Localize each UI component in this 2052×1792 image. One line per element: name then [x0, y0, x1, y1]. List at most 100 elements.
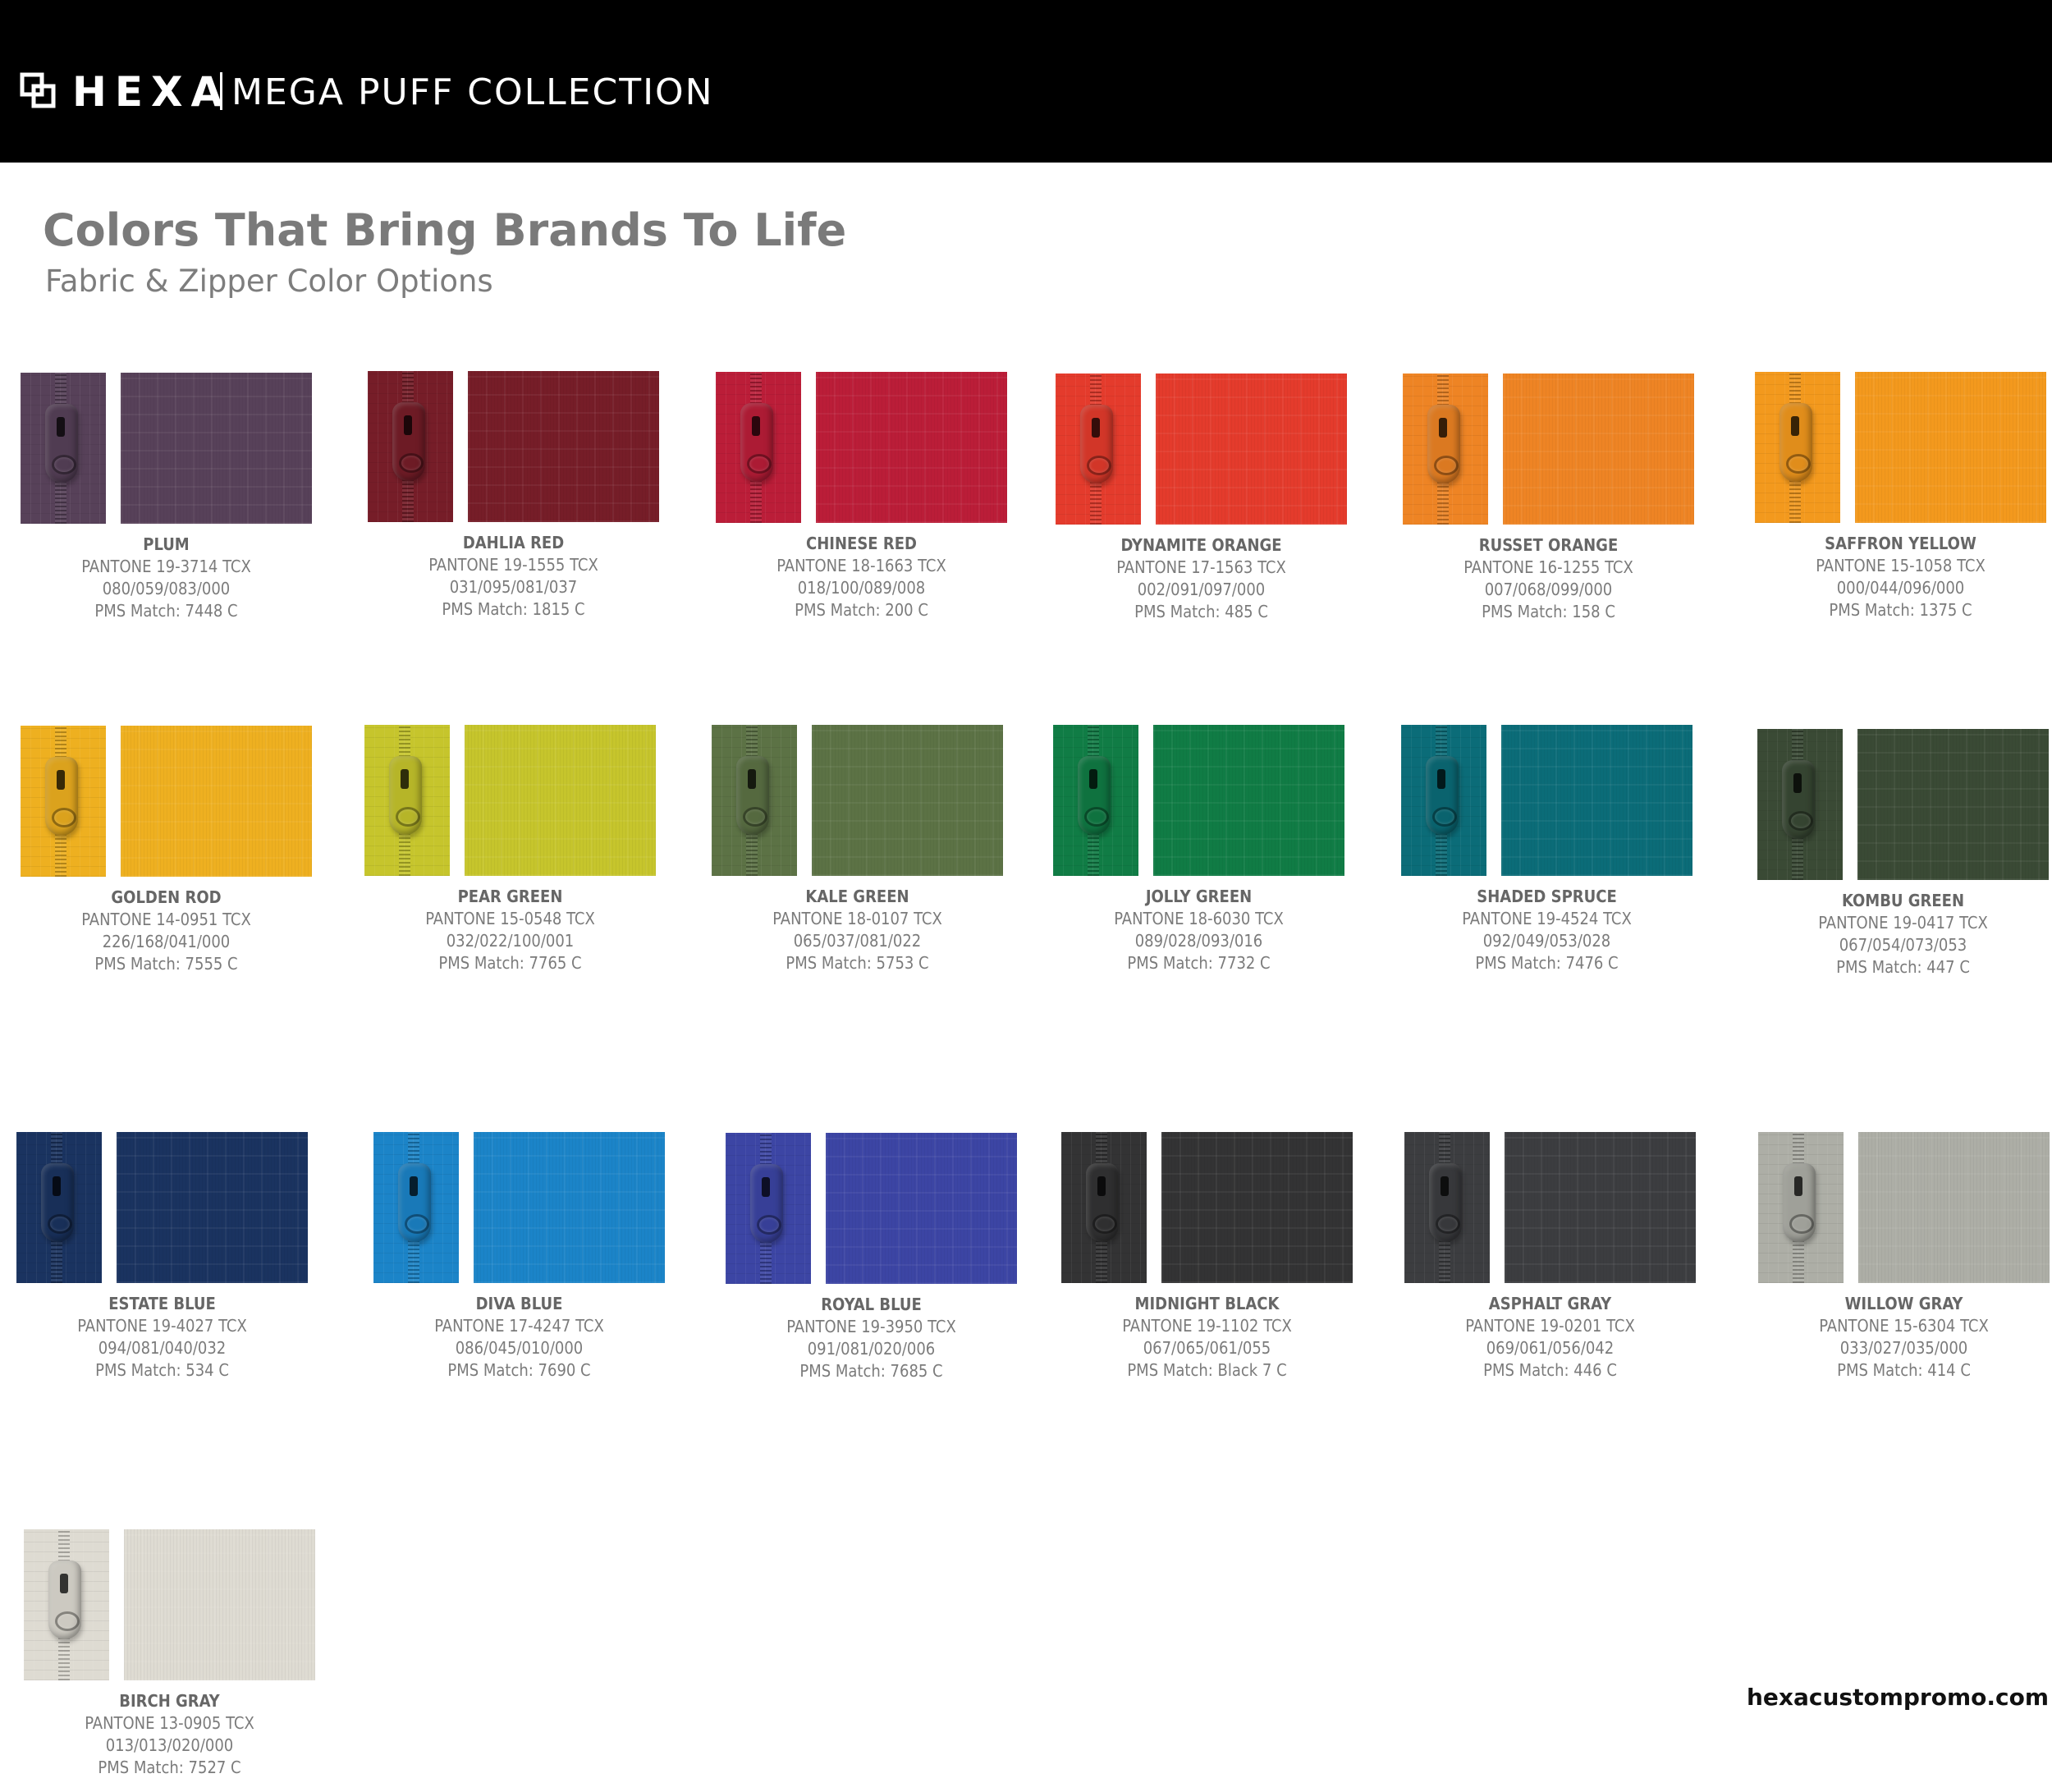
- swatch-name: SHADED SPRUCE: [1477, 887, 1617, 906]
- pms-match: PMS Match: 7448 C: [94, 601, 238, 621]
- swatch-labels: ESTATE BLUE PANTONE 19-4027 TCX 094/081/04…: [16, 1293, 308, 1382]
- zipper-sample: [726, 1133, 811, 1284]
- pantone-code: PANTONE 16-1255 TCX: [1463, 557, 1633, 577]
- color-swatch: PEAR GREEN PANTONE 15-0548 TCX 032/022/100…: [364, 725, 693, 988]
- swatch-labels: PLUM PANTONE 19-3714 TCX 080/059/083/000 PM…: [21, 534, 312, 622]
- zipper-sample: [1053, 725, 1138, 876]
- swatch-name: DIVA BLUE: [475, 1294, 563, 1313]
- cmyk-code: 091/081/020/006: [807, 1339, 936, 1359]
- swatch-name: DAHLIA RED: [462, 533, 565, 552]
- pms-match: PMS Match: 7685 C: [799, 1361, 943, 1381]
- cmyk-code: 069/061/056/042: [1486, 1338, 1615, 1358]
- zipper-sample: [716, 372, 801, 523]
- collection-name: MEGA PUFF COLLECTION: [231, 71, 714, 113]
- color-swatch: GOLDEN ROD PANTONE 14-0951 TCX 226/168/041…: [21, 726, 349, 988]
- swatch-labels: DIVA BLUE PANTONE 17-4247 TCX 086/045/010/…: [373, 1293, 665, 1382]
- swatch-name: ROYAL BLUE: [821, 1295, 922, 1314]
- cmyk-code: 033/027/035/000: [1839, 1338, 1968, 1358]
- fabric-sample: [1858, 1132, 2050, 1283]
- swatch-name: ESTATE BLUE: [108, 1294, 216, 1313]
- color-swatch: MIDNIGHT BLACK PANTONE 19-1102 TCX 067/065…: [1061, 1132, 1390, 1395]
- swatch-name: ASPHALT GRAY: [1488, 1294, 1612, 1313]
- pms-match: PMS Match: 7476 C: [1475, 953, 1619, 973]
- color-swatch: SAFFRON YELLOW PANTONE 15-1058 TCX 000/044…: [1755, 372, 2052, 635]
- pantone-code: PANTONE 18-6030 TCX: [1114, 909, 1284, 928]
- fabric-sample: [124, 1529, 315, 1680]
- color-swatch: PLUM PANTONE 19-3714 TCX 080/059/083/000 PM…: [21, 373, 349, 635]
- cmyk-code: 089/028/093/016: [1134, 931, 1263, 951]
- cmyk-code: 086/045/010/000: [455, 1338, 584, 1358]
- cmyk-code: 032/022/100/001: [446, 931, 575, 951]
- pms-match: PMS Match: 414 C: [1837, 1360, 1971, 1380]
- pms-match: PMS Match: 7690 C: [447, 1360, 591, 1380]
- cmyk-code: 018/100/089/008: [797, 578, 926, 598]
- brand-name: HEXA: [72, 68, 231, 116]
- swatch-labels: KALE GREEN PANTONE 18-0107 TCX 065/037/081…: [712, 886, 1003, 974]
- pantone-code: PANTONE 15-0548 TCX: [425, 909, 595, 928]
- pms-match: PMS Match: 7732 C: [1127, 953, 1271, 973]
- pantone-code: PANTONE 19-1102 TCX: [1122, 1316, 1292, 1336]
- swatch-labels: DAHLIA RED PANTONE 19-1555 TCX 031/095/081…: [368, 532, 659, 621]
- color-swatch: KOMBU GREEN PANTONE 19-0417 TCX 067/054/07…: [1757, 729, 2052, 992]
- color-swatch: SHADED SPRUCE PANTONE 19-4524 TCX 092/049/…: [1401, 725, 1729, 988]
- pantone-code: PANTONE 19-1555 TCX: [428, 555, 598, 575]
- zipper-sample: [368, 371, 453, 522]
- swatch-labels: SHADED SPRUCE PANTONE 19-4524 TCX 092/049/…: [1401, 886, 1692, 974]
- color-swatch: ROYAL BLUE PANTONE 19-3950 TCX 091/081/020…: [726, 1133, 1054, 1396]
- pantone-code: PANTONE 19-0417 TCX: [1818, 913, 1988, 933]
- zipper-sample: [1404, 1132, 1490, 1283]
- cmyk-code: 007/068/099/000: [1484, 580, 1613, 599]
- swatch-name: DYNAMITE ORANGE: [1120, 535, 1282, 555]
- pantone-code: PANTONE 15-6304 TCX: [1819, 1316, 1989, 1336]
- zipper-sample: [21, 726, 106, 877]
- fabric-sample: [826, 1133, 1017, 1284]
- pantone-code: PANTONE 19-3714 TCX: [81, 557, 251, 576]
- swatch-name: WILLOW GRAY: [1844, 1294, 1963, 1313]
- color-swatch: ESTATE BLUE PANTONE 19-4027 TCX 094/081/04…: [16, 1132, 345, 1395]
- pms-match: PMS Match: 485 C: [1134, 602, 1268, 621]
- pms-match: PMS Match: 7527 C: [98, 1758, 241, 1777]
- header-bar: HEXA MEGA PUFF COLLECTION: [0, 0, 2052, 163]
- swatch-name: KALE GREEN: [805, 887, 909, 906]
- cmyk-code: 092/049/053/028: [1482, 931, 1611, 951]
- color-swatch: JOLLY GREEN PANTONE 18-6030 TCX 089/028/09…: [1053, 725, 1381, 988]
- swatch-labels: CHINESE RED PANTONE 18-1663 TCX 018/100/08…: [716, 533, 1007, 621]
- swatch-name: MIDNIGHT BLACK: [1134, 1294, 1280, 1313]
- hexa-logo-icon: [20, 72, 56, 108]
- cmyk-code: 013/013/020/000: [105, 1735, 234, 1755]
- cmyk-code: 226/168/041/000: [102, 932, 231, 951]
- fabric-sample: [465, 725, 656, 876]
- zipper-sample: [364, 725, 450, 876]
- swatch-name: PLUM: [143, 534, 190, 554]
- cmyk-code: 080/059/083/000: [102, 579, 231, 598]
- fabric-sample: [1153, 725, 1344, 876]
- color-swatch: DIVA BLUE PANTONE 17-4247 TCX 086/045/010/…: [373, 1132, 702, 1395]
- swatch-labels: MIDNIGHT BLACK PANTONE 19-1102 TCX 067/065…: [1061, 1293, 1353, 1382]
- color-swatch: RUSSET ORANGE PANTONE 16-1255 TCX 007/068/…: [1403, 374, 1731, 636]
- pantone-code: PANTONE 19-3950 TCX: [786, 1317, 956, 1336]
- zipper-sample: [1056, 374, 1141, 525]
- zipper-sample: [21, 373, 106, 524]
- fabric-sample: [474, 1132, 665, 1283]
- fabric-sample: [121, 373, 312, 524]
- pms-match: PMS Match: Black 7 C: [1127, 1360, 1287, 1380]
- swatch-name: KOMBU GREEN: [1841, 891, 1965, 910]
- swatch-labels: DYNAMITE ORANGE PANTONE 17-1563 TCX 002/09…: [1056, 534, 1347, 623]
- page-subtitle: Fabric & Zipper Color Options: [45, 264, 493, 299]
- swatch-labels: GOLDEN ROD PANTONE 14-0951 TCX 226/168/041…: [21, 887, 312, 975]
- zipper-sample: [1755, 372, 1840, 523]
- swatch-labels: ROYAL BLUE PANTONE 19-3950 TCX 091/081/020…: [726, 1294, 1017, 1382]
- color-swatch: KALE GREEN PANTONE 18-0107 TCX 065/037/081…: [712, 725, 1040, 988]
- swatch-name: SAFFRON YELLOW: [1825, 534, 1976, 553]
- fabric-sample: [1505, 1132, 1696, 1283]
- zipper-sample: [24, 1529, 109, 1680]
- pms-match: PMS Match: 1815 C: [442, 599, 585, 619]
- pantone-code: PANTONE 17-4247 TCX: [434, 1316, 604, 1336]
- fabric-sample: [468, 371, 659, 522]
- pms-match: PMS Match: 534 C: [95, 1360, 229, 1380]
- website-url[interactable]: hexacustompromo.com: [1747, 1684, 2050, 1711]
- color-swatch: ASPHALT GRAY PANTONE 19-0201 TCX 069/061/0…: [1404, 1132, 1733, 1395]
- pms-match: PMS Match: 200 C: [795, 600, 928, 620]
- pantone-code: PANTONE 13-0905 TCX: [85, 1713, 254, 1733]
- pantone-code: PANTONE 19-4027 TCX: [77, 1316, 247, 1336]
